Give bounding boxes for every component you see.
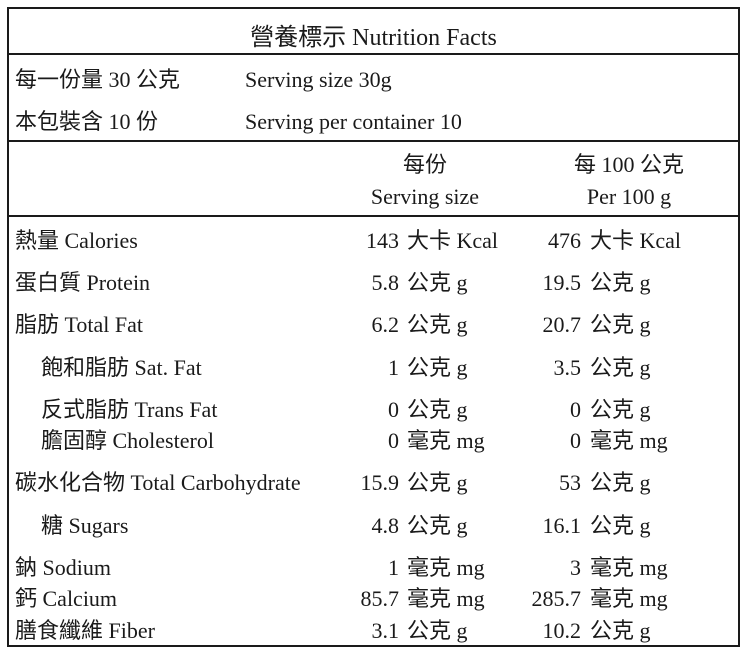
- serving-value: 15.9: [360, 470, 400, 495]
- per100-value: 16.1: [542, 513, 582, 538]
- per100-unit: 公克 g: [590, 470, 651, 495]
- per100-value: 476: [548, 228, 581, 253]
- nutrient-label: 膳食纖維 Fiber: [15, 618, 155, 643]
- per100-value: 53: [559, 470, 581, 495]
- column-header-per100-zh: 每 100 公克: [573, 152, 684, 177]
- serving-value: 1: [388, 355, 399, 380]
- per100-value: 0: [570, 428, 581, 453]
- nutrient-label: 飽和脂肪 Sat. Fat: [41, 355, 202, 380]
- per100-unit: 大卡 Kcal: [590, 228, 682, 253]
- nutrient-label: 鈉 Sodium: [15, 555, 111, 580]
- per100-unit: 公克 g: [590, 513, 651, 538]
- serving-unit: 公克 g: [407, 618, 468, 643]
- panel-title: 營養標示 Nutrition Facts: [250, 25, 497, 51]
- per100-unit: 毫克 mg: [590, 586, 668, 611]
- nutrient-label: 膽固醇 Cholesterol: [41, 428, 214, 453]
- per100-value: 285.7: [531, 586, 582, 611]
- serving-unit: 大卡 Kcal: [407, 228, 499, 253]
- serving-value: 3.1: [371, 618, 400, 643]
- serving-unit: 毫克 mg: [407, 586, 485, 611]
- serving-unit: 公克 g: [407, 470, 468, 495]
- serving-value: 143: [366, 228, 399, 253]
- per100-value: 0: [570, 397, 581, 422]
- nutrient-label: 糖 Sugars: [41, 513, 129, 538]
- column-header-serving-zh: 每份: [402, 152, 447, 177]
- nutrient-label: 碳水化合物 Total Carbohydrate: [15, 470, 301, 495]
- serving-value: 0: [388, 428, 399, 453]
- per100-unit: 公克 g: [590, 312, 651, 337]
- serving-size-en: Serving size 30g: [245, 67, 392, 92]
- per100-unit: 毫克 mg: [590, 428, 668, 453]
- serving-value: 4.8: [371, 513, 400, 538]
- nutrient-label: 蛋白質 Protein: [15, 270, 151, 295]
- nutrient-label: 鈣 Calcium: [15, 586, 118, 611]
- per100-value: 19.5: [542, 270, 582, 295]
- per100-unit: 毫克 mg: [590, 555, 668, 580]
- per100-unit: 公克 g: [590, 355, 651, 380]
- divider-serving: [9, 140, 738, 142]
- serving-size-zh: 每一份量 30 公克: [15, 67, 181, 92]
- serving-value: 5.8: [371, 270, 400, 295]
- per100-unit: 公克 g: [590, 397, 651, 422]
- serving-value: 6.2: [371, 312, 400, 337]
- per100-value: 3: [570, 555, 581, 580]
- serving-unit: 公克 g: [407, 312, 468, 337]
- divider-header: [9, 215, 738, 217]
- nutrient-label: 反式脂肪 Trans Fat: [41, 397, 218, 422]
- serving-value: 85.7: [360, 586, 400, 611]
- nutrient-label: 熱量 Calories: [15, 228, 138, 253]
- servings-per-container-en: Serving per container 10: [245, 109, 462, 134]
- per100-unit: 公克 g: [590, 618, 651, 643]
- per100-value: 10.2: [542, 618, 582, 643]
- per100-unit: 公克 g: [590, 270, 651, 295]
- serving-unit: 毫克 mg: [407, 428, 485, 453]
- serving-unit: 公克 g: [407, 513, 468, 538]
- nutrition-facts-panel: 營養標示 Nutrition Facts 每一份量 30 公克 Serving …: [7, 7, 740, 647]
- serving-unit: 毫克 mg: [407, 555, 485, 580]
- per100-value: 20.7: [542, 312, 582, 337]
- column-header-serving-en: Serving size: [370, 184, 480, 209]
- serving-unit: 公克 g: [407, 355, 468, 380]
- nutrient-label: 脂肪 Total Fat: [15, 312, 144, 337]
- serving-value: 0: [388, 397, 399, 422]
- serving-unit: 公克 g: [407, 397, 468, 422]
- servings-per-container-zh: 本包裝含 10 份: [15, 109, 159, 134]
- divider-title: [9, 53, 738, 55]
- serving-value: 1: [388, 555, 399, 580]
- serving-unit: 公克 g: [407, 270, 468, 295]
- column-header-per100-en: Per 100 g: [586, 184, 672, 209]
- per100-value: 3.5: [553, 355, 582, 380]
